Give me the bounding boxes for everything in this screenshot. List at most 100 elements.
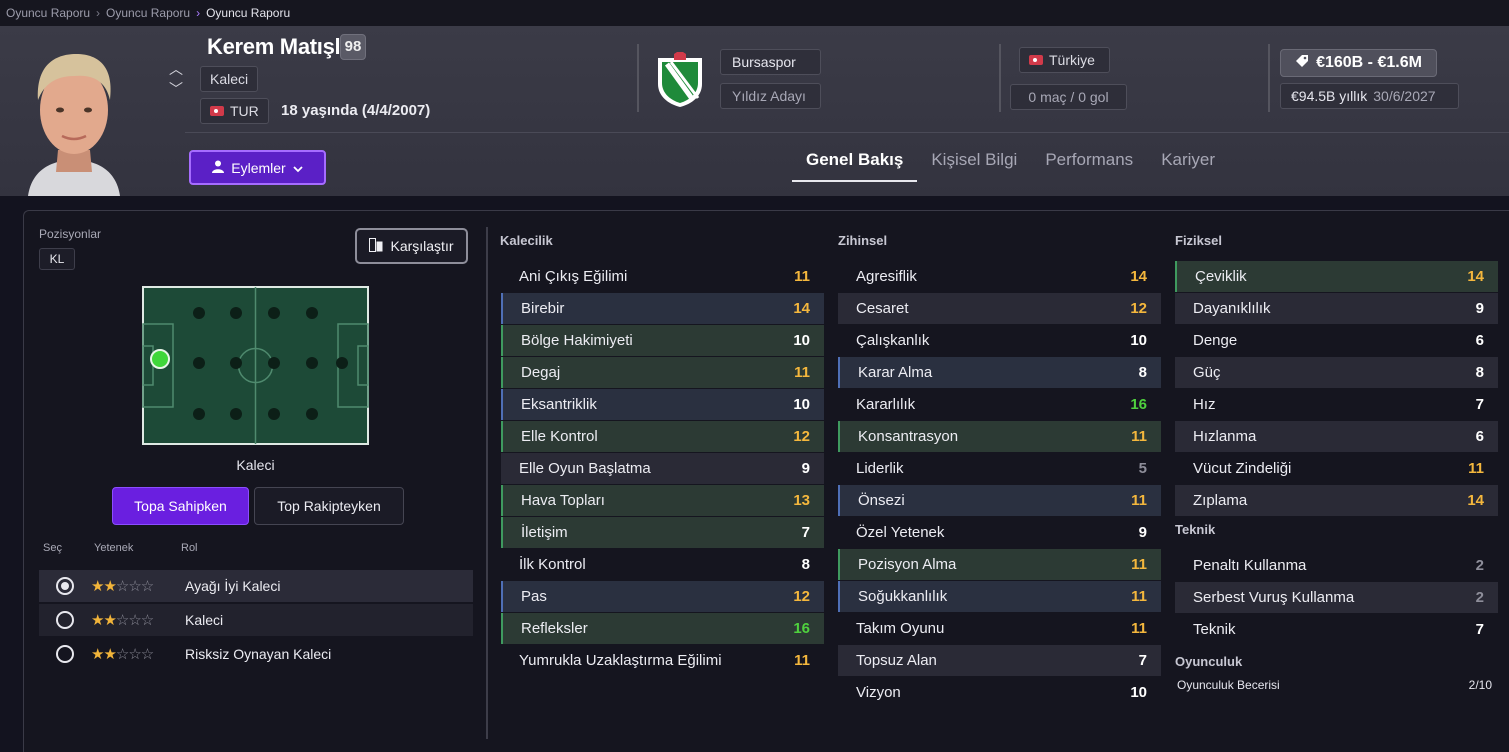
attribute-value: 9	[1475, 300, 1484, 317]
attribute-row[interactable]: Kararlılık 16	[838, 389, 1161, 420]
attribute-row[interactable]: Refleksler 16	[501, 613, 824, 644]
breadcrumb-item[interactable]: Oyuncu Raporu	[6, 6, 91, 20]
attribute-row[interactable]: Çeviklik 14	[1175, 261, 1498, 292]
attribute-row[interactable]: Birebir 14	[501, 293, 824, 324]
nationality-chip[interactable]: TUR	[200, 98, 269, 124]
attribute-value: 7	[801, 524, 810, 541]
attribute-row[interactable]: Özel Yetenek 9	[838, 517, 1161, 548]
attribute-name: Bölge Hakimiyeti	[521, 332, 633, 349]
attribute-row[interactable]: Hava Topları 13	[501, 485, 824, 516]
attribute-row[interactable]: Hız 7	[1175, 389, 1498, 420]
in-possession-button[interactable]: Topa Sahipken	[112, 487, 249, 525]
attribute-row[interactable]: Topsuz Alan 7	[838, 645, 1161, 676]
attribute-row[interactable]: Pas 12	[501, 581, 824, 612]
compare-icon	[369, 237, 383, 255]
attribute-row[interactable]: Çalışkanlık 10	[838, 325, 1161, 356]
actions-button[interactable]: Eylemler	[189, 150, 326, 185]
chevron-up-icon[interactable]: ︿	[169, 61, 183, 77]
compare-button[interactable]: Karşılaştır	[355, 228, 468, 264]
position-pitch[interactable]	[142, 286, 369, 445]
radio-icon[interactable]	[56, 611, 74, 629]
contract-chip[interactable]: €94.5B yıllık 30/6/2027	[1280, 83, 1459, 109]
attribute-row[interactable]: Yumrukla Uzaklaştırma Eğilimi 11	[501, 645, 824, 676]
player-header: ︿ ﹀ Kerem Matışlı 98 Kaleci TUR 18 yaşın…	[0, 26, 1509, 196]
transfer-value-chip[interactable]: €160B - €1.6M	[1280, 49, 1437, 77]
club-name-chip[interactable]: Bursaspor	[720, 49, 821, 75]
roles-col-select: Seç	[43, 542, 62, 554]
attribute-row[interactable]: Önsezi 11	[838, 485, 1161, 516]
attribute-name: Vücut Zindeliği	[1193, 460, 1292, 477]
radio-icon[interactable]	[56, 645, 74, 663]
out-of-possession-button[interactable]: Top Rakipteyken	[254, 487, 404, 525]
attribute-name: Ani Çıkış Eğilimi	[519, 268, 628, 285]
attribute-row[interactable]: Takım Oyunu 11	[838, 613, 1161, 644]
attribute-row[interactable]: Dayanıklılık 9	[1175, 293, 1498, 324]
attribute-row[interactable]: Liderlik 5	[838, 453, 1161, 484]
attribute-row[interactable]: Teknik 7	[1175, 614, 1498, 645]
attribute-value: 7	[1475, 621, 1484, 638]
attribute-row[interactable]: Vizyon 10	[838, 677, 1161, 708]
attribute-value: 11	[794, 364, 810, 381]
attribute-name: Eksantriklik	[521, 396, 597, 413]
national-team-chip[interactable]: Türkiye	[1019, 47, 1110, 73]
attribute-name: Dayanıklılık	[1193, 300, 1271, 317]
attribute-row[interactable]: Vücut Zindeliği 11	[1175, 453, 1498, 484]
attribute-value: 14	[1467, 268, 1484, 285]
attribute-row[interactable]: Eksantriklik 10	[501, 389, 824, 420]
attribute-row[interactable]: Serbest Vuruş Kullanma 2	[1175, 582, 1498, 613]
attribute-row[interactable]: İletişim 7	[501, 517, 824, 548]
attribute-row[interactable]: Güç 8	[1175, 357, 1498, 388]
attribute-row[interactable]: Denge 6	[1175, 325, 1498, 356]
attribute-row[interactable]: Konsantrasyon 11	[838, 421, 1161, 452]
attribute-name: Güç	[1193, 364, 1221, 381]
attribute-row[interactable]: Soğukkanlılık 11	[838, 581, 1161, 612]
attribute-row[interactable]: Penaltı Kullanma 2	[1175, 550, 1498, 581]
positions-heading: Pozisyonlar	[39, 227, 102, 241]
radio-selected-icon[interactable]	[56, 577, 74, 595]
attribute-row[interactable]: Cesaret 12	[838, 293, 1161, 324]
position-chip[interactable]: Kaleci	[200, 66, 259, 92]
section-heading-physical: Fiziksel	[1175, 233, 1222, 248]
international-caps-chip: 0 maç / 0 gol	[1010, 84, 1127, 110]
tab-performance[interactable]: Performans	[1045, 150, 1134, 169]
attribute-row[interactable]: Bölge Hakimiyeti 10	[501, 325, 824, 356]
attribute-row[interactable]: Elle Oyun Başlatma 9	[501, 453, 824, 484]
attribute-name: Denge	[1193, 332, 1238, 349]
attribute-row[interactable]: Zıplama 14	[1175, 485, 1498, 516]
attribute-name: Özel Yetenek	[856, 524, 945, 541]
role-name: Risksiz Oynayan Kaleci	[185, 646, 332, 662]
attribute-value: 12	[1130, 300, 1147, 317]
role-row[interactable]: ★★☆☆☆ Kaleci	[39, 604, 473, 636]
tab-bar: Genel Bakış Kişisel Bilgi Performans Kar…	[792, 140, 1229, 182]
attribute-row[interactable]: Pozisyon Alma 11	[838, 549, 1161, 580]
compare-label: Karşılaştır	[390, 238, 454, 254]
person-icon	[212, 160, 225, 176]
attribute-row[interactable]: Karar Alma 8	[838, 357, 1161, 388]
section-heading-goalkeeping: Kalecilik	[500, 233, 553, 248]
position-code-chip: KL	[39, 248, 75, 270]
attribute-row[interactable]: Agresiflik 14	[838, 261, 1161, 292]
attribute-row[interactable]: Degaj 11	[501, 357, 824, 388]
role-row[interactable]: ★★☆☆☆ Ayağı İyi Kaleci	[39, 570, 473, 602]
ability-stars-icon: ★★☆☆☆	[91, 646, 154, 663]
chevron-down-icon[interactable]: ﹀	[169, 81, 183, 97]
tab-overview[interactable]: Genel Bakış	[792, 140, 918, 182]
attribute-row[interactable]: Ani Çıkış Eğilimi 11	[501, 261, 824, 292]
attribute-row[interactable]: Elle Kontrol 12	[501, 421, 824, 452]
squad-status-chip[interactable]: Yıldız Adayı	[720, 83, 821, 109]
attribute-row[interactable]: İlk Kontrol 8	[501, 549, 824, 580]
divider	[637, 44, 639, 112]
breadcrumb-item[interactable]: Oyuncu Raporu	[106, 6, 191, 20]
attribute-row[interactable]: Hızlanma 6	[1175, 421, 1498, 452]
divider	[1268, 44, 1270, 112]
attribute-value: 16	[793, 620, 810, 637]
positions-panel: Pozisyonlar KL Karşılaştır Kaleci Topa S	[24, 211, 486, 752]
role-row[interactable]: ★★☆☆☆ Risksiz Oynayan Kaleci	[39, 638, 473, 670]
attribute-name: İlk Kontrol	[519, 556, 586, 573]
club-crest-icon[interactable]	[654, 52, 706, 108]
attribute-value: 11	[794, 268, 810, 285]
tab-personal-info[interactable]: Kişisel Bilgi	[931, 150, 1018, 169]
ability-stars-icon: ★★☆☆☆	[91, 612, 154, 629]
price-tag-icon	[1295, 54, 1309, 73]
tab-career[interactable]: Kariyer	[1161, 150, 1216, 169]
